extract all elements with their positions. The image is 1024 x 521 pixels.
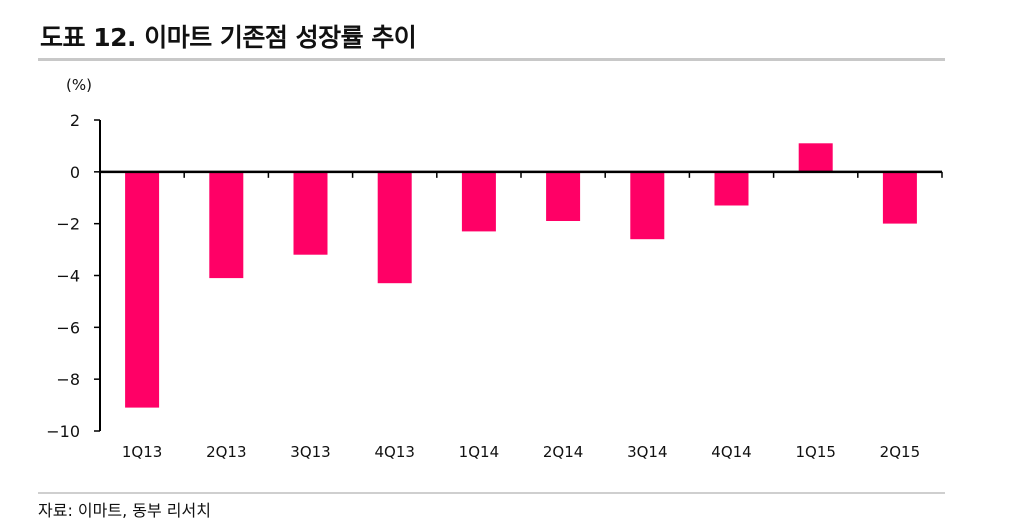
y-tick-label: −2 — [56, 215, 80, 234]
y-tick-label: −8 — [56, 370, 80, 389]
y-tick-label: 2 — [70, 111, 80, 130]
y-tick-label: −10 — [46, 422, 80, 441]
x-tick-label: 4Q14 — [711, 443, 751, 461]
bar-2Q15 — [882, 171, 917, 224]
x-tick-label: 1Q13 — [122, 443, 162, 461]
x-tick-label: 3Q14 — [627, 443, 667, 461]
x-tick-label: 3Q13 — [290, 443, 330, 461]
y-tick-label: −6 — [56, 318, 80, 337]
bar-1Q15 — [798, 143, 833, 172]
bar-2Q13 — [209, 171, 244, 279]
bar-chart: 2 0 −2 −4 −6 −8 −10 1Q13 2Q13 3Q13 4Q13 1Q14 2Q14 3Q1… — [46, 111, 943, 461]
x-tick-label: 1Q15 — [795, 443, 835, 461]
x-tick-label: 2Q13 — [206, 443, 246, 461]
bar-4Q14 — [714, 171, 749, 206]
source-note: 자료: 이마트, 동부 리서치 — [38, 501, 211, 520]
x-tick-label: 1Q14 — [459, 443, 499, 461]
y-tick-label: −4 — [56, 267, 80, 286]
y-axis-unit-label: (%) — [66, 76, 92, 94]
footer-divider — [38, 492, 945, 494]
bar-3Q14 — [630, 171, 665, 240]
chart-title: 도표 12. 이마트 기존점 성장률 추이 — [40, 23, 417, 52]
x-tick-label: 2Q14 — [543, 443, 583, 461]
title-divider — [38, 58, 945, 61]
bar-2Q14 — [546, 171, 581, 221]
x-tick-label: 4Q13 — [374, 443, 414, 461]
bar-1Q13 — [125, 171, 160, 408]
bar-4Q13 — [377, 171, 412, 284]
x-tick-label: 2Q15 — [880, 443, 920, 461]
bar-1Q14 — [461, 171, 496, 232]
y-tick-label: 0 — [70, 163, 80, 182]
bar-3Q13 — [293, 171, 328, 255]
